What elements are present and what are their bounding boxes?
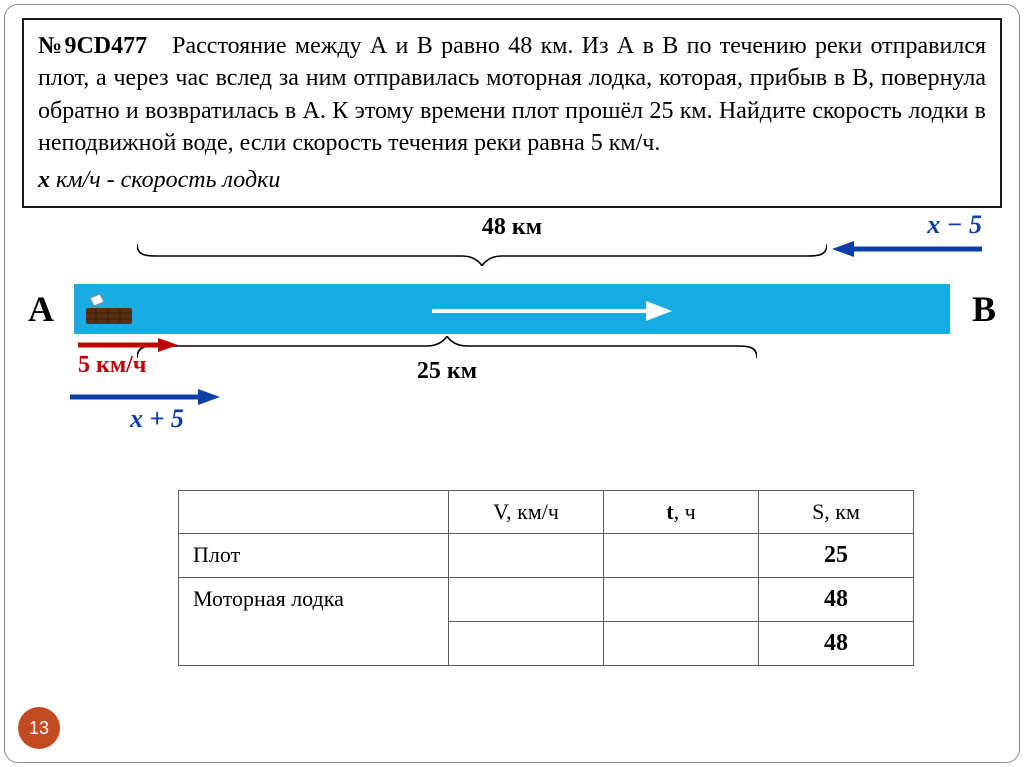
variable-definition: x км/ч - скорость лодки bbox=[38, 164, 986, 196]
problem-id: №9CD477 bbox=[38, 33, 147, 59]
point-b-label: B bbox=[972, 288, 996, 330]
data-table: V, км/ч t, ч S, км Плот 25 Моторная лодк… bbox=[178, 490, 914, 666]
cell-v bbox=[449, 577, 604, 621]
table-header-row: V, км/ч t, ч S, км bbox=[179, 490, 914, 533]
page-number-badge: 13 bbox=[18, 707, 60, 749]
cell-s: 48 bbox=[759, 621, 914, 665]
header-v: V, км/ч bbox=[449, 490, 604, 533]
row-label: Плот bbox=[179, 533, 449, 577]
problem-text bbox=[155, 33, 172, 59]
brace-bottom-icon bbox=[137, 336, 757, 358]
problem-body: Расстояние между А и В равно 48 км. Из А… bbox=[38, 33, 986, 156]
table-row: Плот 25 bbox=[179, 533, 914, 577]
row-label: Моторная лодка bbox=[179, 577, 449, 665]
raft-icon bbox=[82, 292, 142, 337]
downstream-expr: x + 5 bbox=[130, 404, 184, 433]
header-t: t, ч bbox=[604, 490, 759, 533]
cell-s: 48 bbox=[759, 577, 914, 621]
cell-t bbox=[604, 533, 759, 577]
flow-arrow-icon bbox=[432, 299, 672, 328]
downstream-group: x + 5 bbox=[130, 386, 220, 434]
arrow-left-blue-icon bbox=[832, 238, 982, 260]
brace-top-icon bbox=[137, 244, 827, 266]
point-a-label: A bbox=[28, 288, 54, 330]
current-speed-label: 5 км/ч bbox=[78, 352, 146, 378]
raft-distance-label: 25 км bbox=[137, 358, 757, 385]
header-s: S, км bbox=[759, 490, 914, 533]
upstream-expr: x − 5 bbox=[832, 210, 982, 240]
table-row: Моторная лодка 48 bbox=[179, 577, 914, 621]
cell-v bbox=[449, 621, 604, 665]
cell-v bbox=[449, 533, 604, 577]
current-speed-group: 5 км/ч bbox=[78, 336, 178, 379]
cell-t bbox=[604, 621, 759, 665]
diagram: 48 км x − 5 A B bbox=[22, 214, 1002, 484]
header-empty bbox=[179, 490, 449, 533]
upstream-group: x − 5 bbox=[832, 210, 982, 265]
var-x: x bbox=[38, 167, 50, 193]
problem-statement: №9CD477 Расстояние между А и В равно 48 … bbox=[22, 18, 1002, 208]
var-rest: км/ч - скорость лодки bbox=[50, 167, 280, 193]
cell-t bbox=[604, 577, 759, 621]
cell-s: 25 bbox=[759, 533, 914, 577]
